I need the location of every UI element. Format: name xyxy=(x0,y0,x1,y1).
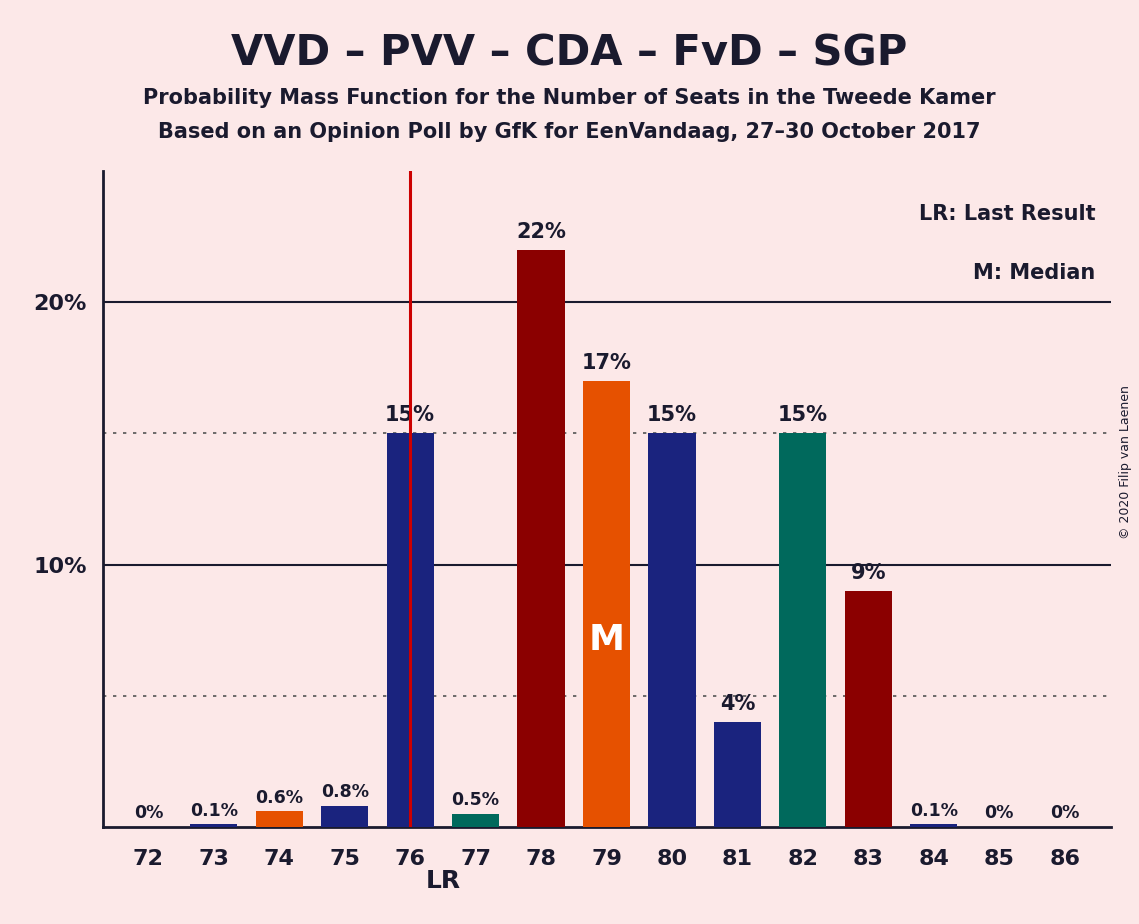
Bar xyxy=(255,811,303,827)
Text: 0.5%: 0.5% xyxy=(451,791,500,809)
Bar xyxy=(190,824,237,827)
Text: 4%: 4% xyxy=(720,694,755,714)
Text: 22%: 22% xyxy=(516,222,566,242)
Bar xyxy=(714,722,761,827)
Text: M: M xyxy=(589,623,624,657)
Bar xyxy=(845,590,892,827)
Text: 0.1%: 0.1% xyxy=(190,802,238,820)
Text: M: Median: M: Median xyxy=(973,262,1096,283)
Text: LR: Last Result: LR: Last Result xyxy=(919,204,1096,224)
Text: Based on an Opinion Poll by GfK for EenVandaag, 27–30 October 2017: Based on an Opinion Poll by GfK for EenV… xyxy=(158,122,981,142)
Bar xyxy=(386,433,434,827)
Text: 0.6%: 0.6% xyxy=(255,788,303,807)
Text: VVD – PVV – CDA – FvD – SGP: VVD – PVV – CDA – FvD – SGP xyxy=(231,32,908,74)
Bar xyxy=(779,433,827,827)
Text: Probability Mass Function for the Number of Seats in the Tweede Kamer: Probability Mass Function for the Number… xyxy=(144,88,995,108)
Bar xyxy=(321,806,368,827)
Bar xyxy=(910,824,958,827)
Bar xyxy=(648,433,696,827)
Text: 17%: 17% xyxy=(582,353,631,373)
Text: 0%: 0% xyxy=(984,804,1014,822)
Text: LR: LR xyxy=(425,869,460,893)
Text: 15%: 15% xyxy=(647,406,697,425)
Bar xyxy=(583,381,630,827)
Text: 15%: 15% xyxy=(778,406,828,425)
Text: 0%: 0% xyxy=(1050,804,1080,822)
Text: © 2020 Filip van Laenen: © 2020 Filip van Laenen xyxy=(1118,385,1132,539)
Bar xyxy=(452,814,499,827)
Text: 0.8%: 0.8% xyxy=(321,784,369,801)
Text: 0.1%: 0.1% xyxy=(910,802,958,820)
Text: 15%: 15% xyxy=(385,406,435,425)
Bar xyxy=(517,249,565,827)
Text: 9%: 9% xyxy=(851,563,886,583)
Text: 0%: 0% xyxy=(133,804,163,822)
